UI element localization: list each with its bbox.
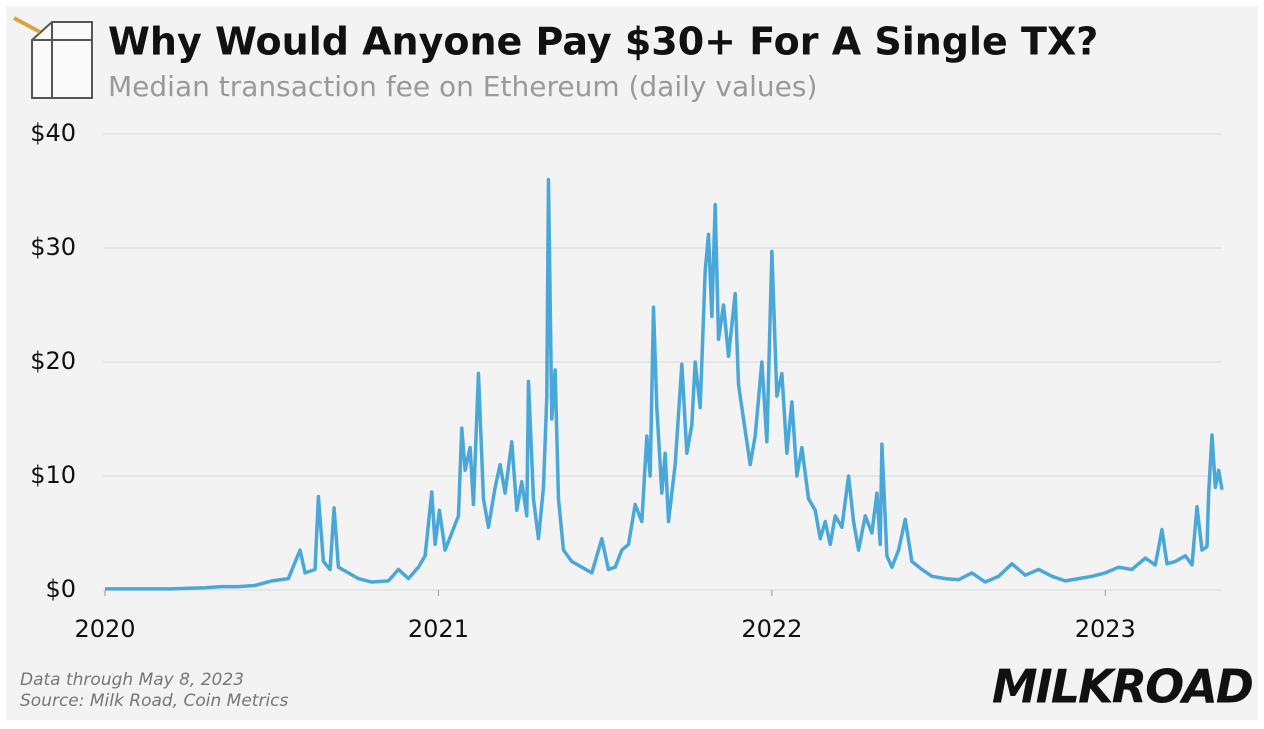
x-tick-label: 2021 xyxy=(408,615,469,643)
footnote: Data through May 8, 2023 xyxy=(20,670,244,690)
background xyxy=(6,6,1258,720)
y-tick-label: $30 xyxy=(30,233,76,261)
y-tick-label: $0 xyxy=(45,575,76,603)
data-line xyxy=(105,177,1224,591)
x-tick-label: 2022 xyxy=(741,615,802,643)
footnote: Source: Milk Road, Coin Metrics xyxy=(20,691,289,711)
y-tick-label: $10 xyxy=(30,461,76,489)
y-tick-label: $20 xyxy=(30,347,76,375)
plot-area: $0 $10 $20 $30 $40 2020 2021 2022 2023 xyxy=(30,119,1224,643)
chart-subtitle: Median transaction fee on Ethereum (dail… xyxy=(108,70,817,103)
x-tick-label: 2020 xyxy=(74,615,135,643)
brand-logo: MILKROAD xyxy=(992,660,1253,714)
chart-title: Why Would Anyone Pay $30+ For A Single T… xyxy=(108,20,1098,64)
x-tick-label: 2023 xyxy=(1075,615,1136,643)
milk-carton-icon xyxy=(13,16,93,99)
y-tick-label: $40 xyxy=(30,119,76,147)
